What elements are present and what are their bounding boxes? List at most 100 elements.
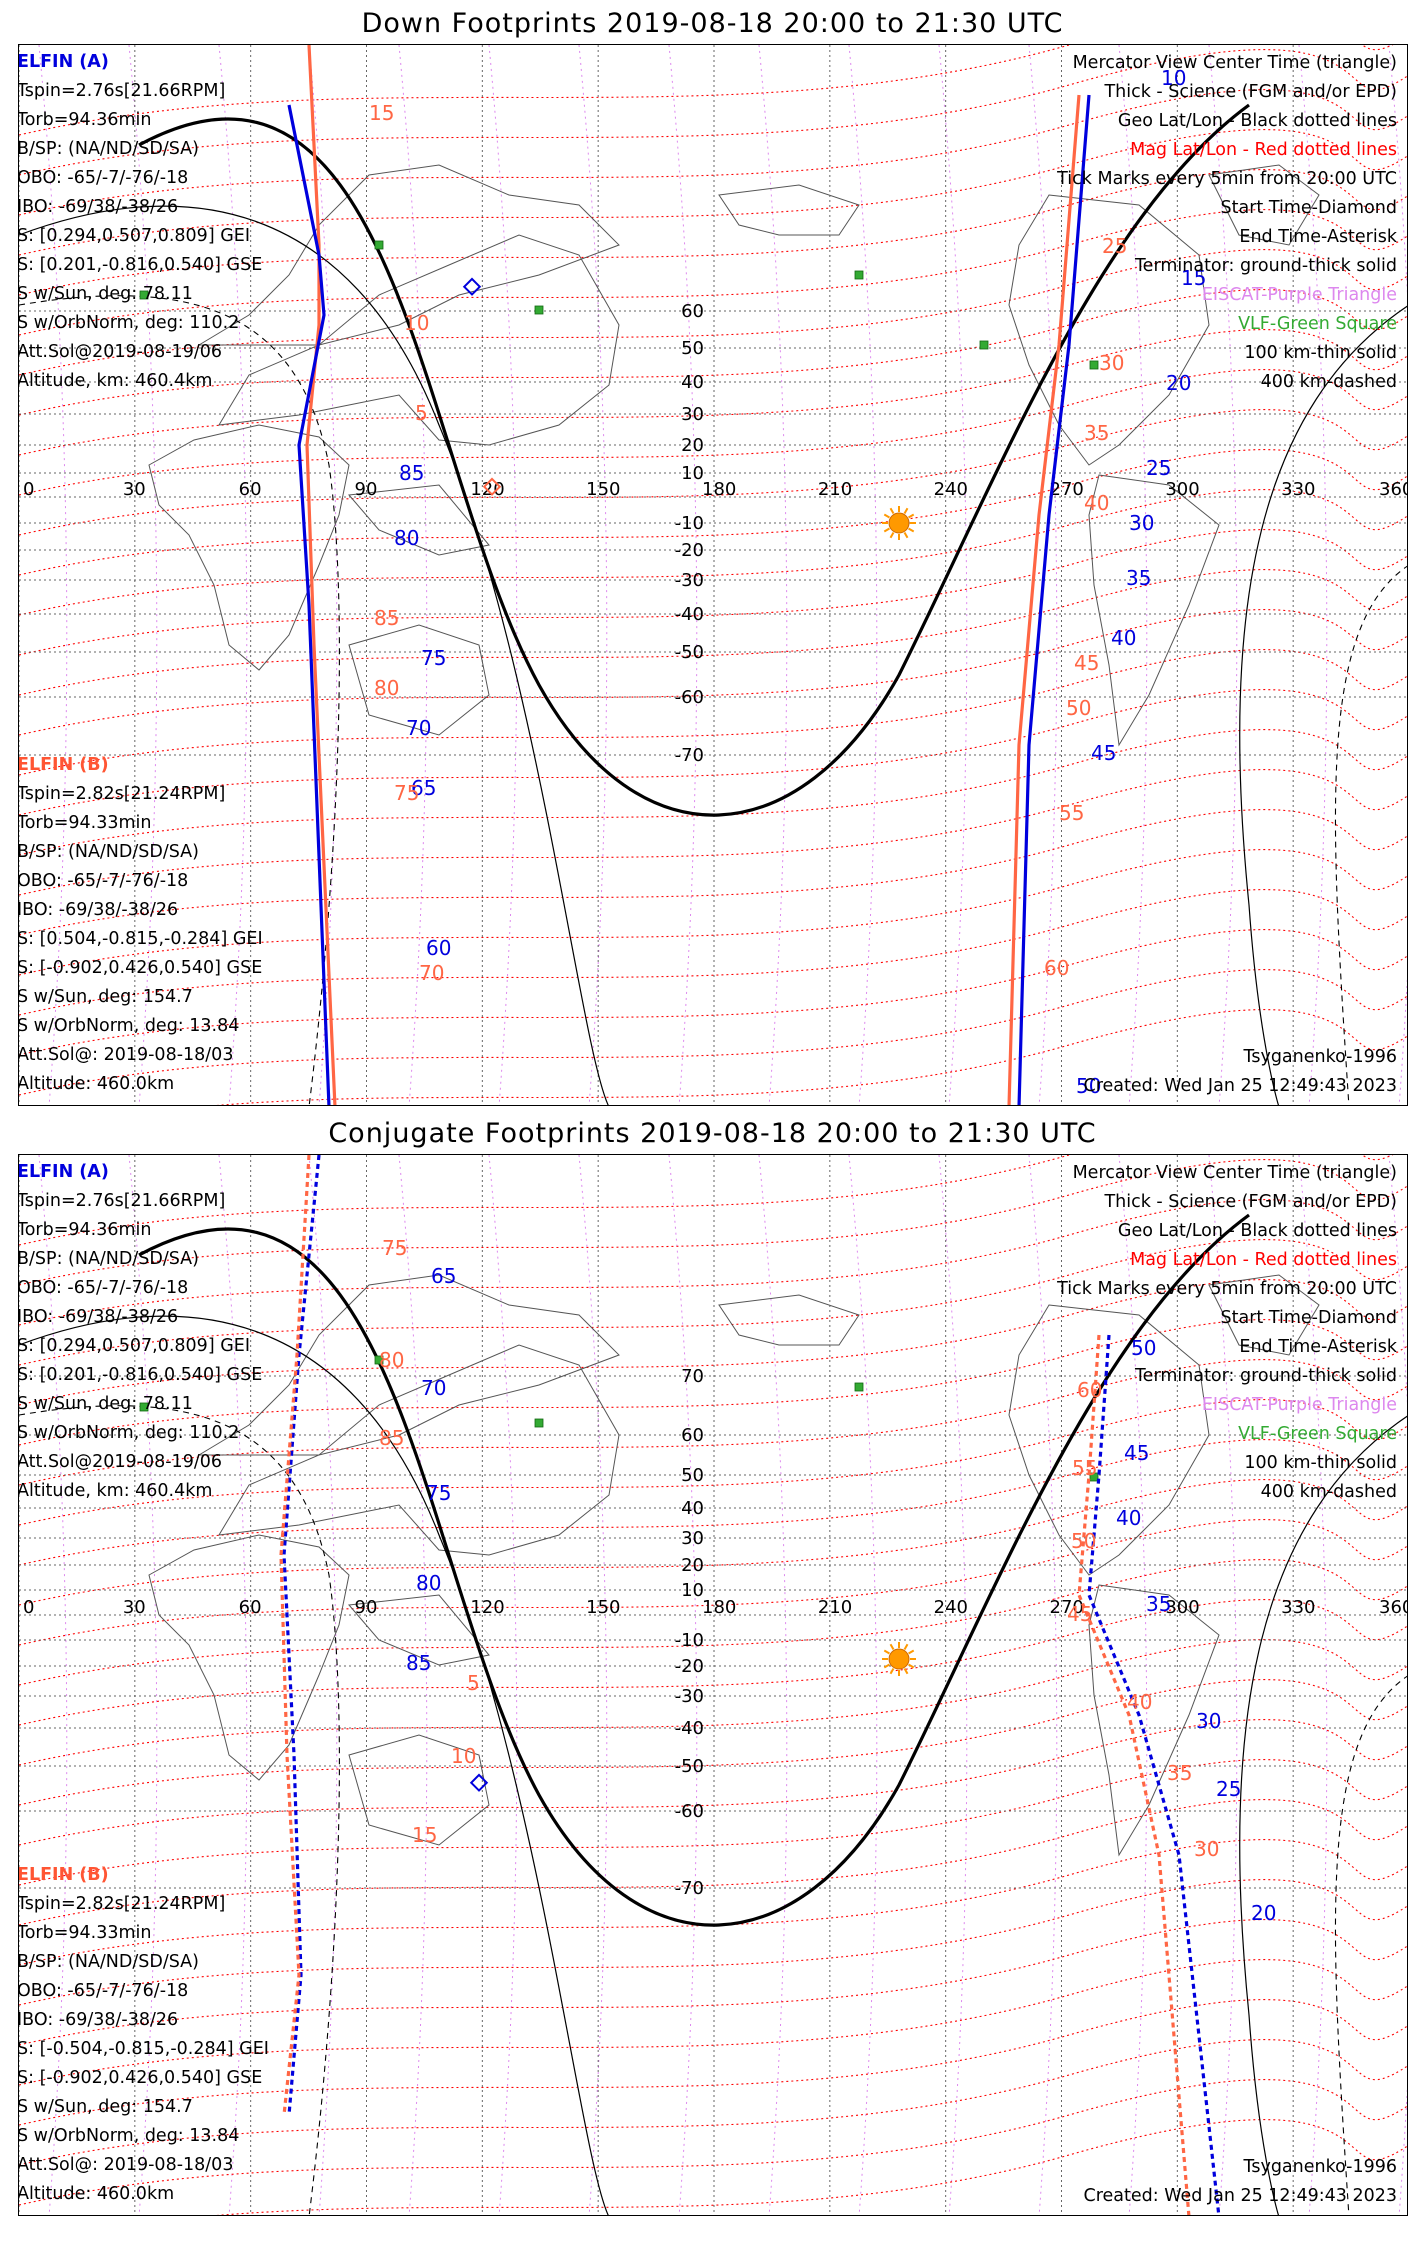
- latitude-label: -20: [675, 1656, 704, 1677]
- legend-entry: 100 km-thin solid: [1244, 1453, 1397, 1473]
- coastline: [148, 424, 350, 671]
- info-line: OBO: -65/-7/-76/-18: [18, 1278, 189, 1298]
- legend-entry: 100 km-thin solid: [1244, 343, 1397, 363]
- legend-entry: Geo Lat/Lon - Black dotted lines: [1117, 1221, 1397, 1241]
- longitude-label: 0: [23, 479, 34, 500]
- mag-meridian-line: [398, 1155, 428, 2215]
- info-line: Altitude: 460.0km: [18, 1074, 175, 1094]
- vlf-station-square: [1089, 1472, 1099, 1482]
- vlf-station-square: [374, 240, 384, 250]
- vlf-station-square: [374, 1355, 384, 1365]
- mag-meridian-line: [1118, 45, 1148, 1105]
- sun-icon: [882, 1642, 916, 1676]
- coastline: [348, 1594, 490, 1666]
- mag-latitude-line: [19, 1319, 1407, 1446]
- info-line: IBO: -69/38/-38/26: [18, 2010, 179, 2030]
- coastline: [348, 624, 490, 736]
- elfin-a-tick-label: 70: [406, 716, 431, 740]
- mag-meridian-line: [38, 45, 68, 1105]
- mag-meridian-line: [488, 45, 518, 1105]
- map-canvas: 0 30 60 90 120 150 180 210 240 270 300 330 360 70 60 50…: [19, 1155, 1408, 2215]
- mag-meridian-line: [218, 45, 248, 1105]
- longitude-label: 90: [355, 479, 378, 500]
- elfin-b-track: [305, 45, 337, 1105]
- elfin-b-tick-label: 10: [451, 1744, 476, 1768]
- elfin-b-tick-label: 70: [419, 961, 444, 985]
- elfin-a-tick-label: 30: [1129, 511, 1154, 535]
- elfin-b-info: ELFIN (B) Tspin=2.82s[21.24RPM] Torb=94.33…: [18, 1861, 269, 2209]
- elfin-b-tick-label: 50: [1071, 1529, 1096, 1553]
- info-line: S: [-0.902,0.426,0.540] GSE: [18, 958, 263, 978]
- panel-title: Conjugate Footprints 2019-08-18 20:00 to…: [328, 1118, 1097, 1149]
- elfin-b-tick-label: 35: [1084, 421, 1109, 445]
- elfin-a-tick-label: 50: [1131, 1336, 1156, 1360]
- mag-latitude-line: [19, 889, 1407, 1016]
- footer: Tsyganenko-1996 Created: Wed Jan 25 12:4…: [1084, 2153, 1398, 2211]
- mag-latitude-line: [19, 1759, 1407, 1886]
- mag-latitude-line: [19, 2079, 1407, 2206]
- elfin-a-track: [1087, 1334, 1221, 2215]
- mag-latitude-line: [19, 969, 1407, 1096]
- legend-entry: 400 km-dashed: [1260, 1482, 1397, 1502]
- coastline: [1008, 1304, 1210, 1576]
- mag-latitude-line: [19, 1839, 1407, 1966]
- legend-entry: EISCAT-Purple Triangle: [1201, 1395, 1397, 1415]
- spacecraft-label: ELFIN (A): [18, 52, 109, 72]
- info-line: Altitude, km: 460.4km: [18, 1481, 213, 1501]
- elfin-a-tick-label: 75: [421, 646, 446, 670]
- elfin-b-tick-label: 45: [1074, 651, 1099, 675]
- elfin-b-tick-label: 85: [379, 1426, 404, 1450]
- latitude-label: -30: [675, 570, 704, 591]
- mag-latitude-line: [19, 1239, 1407, 1366]
- longitude-label: 300: [1165, 1597, 1199, 1618]
- elfin-a-tick-label: 45: [1124, 1441, 1149, 1465]
- latitude-label: -50: [675, 642, 704, 663]
- latitude-label: 40: [681, 1498, 704, 1519]
- legend-entry: Mag Lat/Lon - Red dotted lines: [1130, 140, 1397, 160]
- coastline: [348, 484, 490, 556]
- longitude-label: 150: [586, 1597, 620, 1618]
- coastline: [718, 1294, 860, 1346]
- legend-entry: Start Time-Diamond: [1220, 198, 1397, 218]
- mag-meridian-line: [308, 1155, 338, 2215]
- mag-latitude-line: [19, 449, 1407, 576]
- vlf-station-square: [979, 340, 989, 350]
- mag-latitude-line: [19, 209, 1407, 336]
- elfin-b-tick-label: 80: [379, 1348, 404, 1372]
- mag-latitude-line: [19, 929, 1407, 1056]
- info-line: B/SP: (NA/ND/SD/SA): [18, 139, 199, 159]
- mag-latitude-line: [19, 1199, 1407, 1326]
- mag-latitude-line: [19, 369, 1407, 496]
- longitude-label: 210: [818, 1597, 852, 1618]
- info-line: S: [0.201,-0.816,0.540] GSE: [18, 255, 263, 275]
- longitude-label: 60: [239, 1597, 262, 1618]
- info-line: OBO: -65/-7/-76/-18: [18, 168, 189, 188]
- info-line: OBO: -65/-7/-76/-18: [18, 871, 189, 891]
- longitude-label: 30: [123, 479, 146, 500]
- elfin-a-tick-label: 80: [416, 1571, 441, 1595]
- latitude-label: -60: [675, 1801, 704, 1822]
- legend-entry: VLF-Green Square: [1238, 314, 1397, 334]
- elfin-b-tick-label: 75: [382, 1236, 407, 1260]
- elfin-b-info: ELFIN (B) Tspin=2.82s[21.24RPM] Torb=94.33…: [18, 751, 263, 1099]
- mag-latitude-line: [19, 1919, 1407, 2046]
- latitude-label: 60: [681, 1425, 704, 1446]
- latitude-label: -40: [675, 604, 704, 625]
- vlf-station-square: [534, 305, 544, 315]
- latitude-label: 40: [681, 372, 704, 393]
- mag-latitude-line: [19, 1719, 1407, 1846]
- longitude-label: 360: [1379, 1597, 1408, 1618]
- elfin-b-tick-label: 15: [412, 1823, 437, 1847]
- coastline: [1008, 194, 1210, 466]
- elfin-a-tick-label: 75: [426, 1481, 451, 1505]
- elfin-a-tick-label: 15: [1181, 266, 1206, 290]
- coastline: [218, 234, 620, 446]
- sun-icon: [882, 506, 916, 540]
- elfin-b-tick-label: 60: [1044, 956, 1069, 980]
- mag-latitude-line: [19, 1959, 1407, 2086]
- elfin-b-tick-label: 60: [1077, 1378, 1102, 1402]
- legend-entry: EISCAT-Purple Triangle: [1201, 285, 1397, 305]
- mag-latitude-line: [19, 1999, 1407, 2126]
- elfin-a-tick-label: 25: [1216, 1777, 1241, 1801]
- mag-meridian-line: [848, 1155, 878, 2215]
